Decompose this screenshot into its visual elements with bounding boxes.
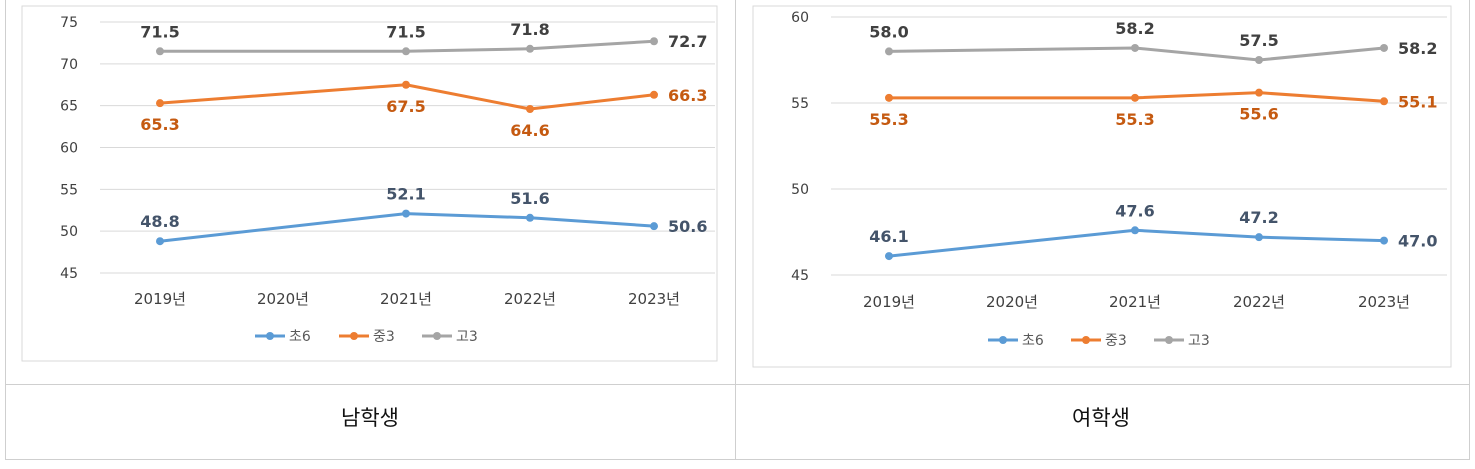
caption-male: 남학생	[341, 406, 399, 430]
data-label-초6: 52.1	[386, 185, 425, 204]
x-tick-label: 2019년	[134, 290, 186, 308]
data-label-중3: 65.3	[140, 115, 179, 134]
data-point-초6	[402, 209, 410, 218]
legend-label-초6: 초6	[1022, 333, 1044, 349]
data-point-초6	[1380, 236, 1388, 245]
legend-label-고3: 고3	[456, 329, 478, 345]
y-tick-label: 55	[791, 96, 809, 112]
y-tick-label: 60	[791, 10, 809, 26]
series-line-초6	[887, 228, 1386, 258]
data-label-초6: 47.6	[1115, 201, 1154, 220]
data-label-초6: 46.1	[869, 227, 908, 246]
y-tick-label: 50	[60, 224, 78, 240]
data-point-고3	[650, 37, 658, 46]
legend-marker-중3	[1082, 336, 1090, 344]
x-tick-label: 2021년	[380, 290, 432, 308]
data-label-초6: 51.6	[510, 189, 549, 208]
legend-marker-고3	[1165, 336, 1173, 344]
chart-male: 45 50 55 60 65 70 75 2019년 2020년 2021년 2022년 2023년 7…	[21, 5, 718, 362]
legend-marker-고3	[433, 332, 441, 340]
x-tick-label: 2019년	[863, 293, 915, 311]
legend-marker-초6	[266, 332, 274, 340]
legend-label-초6: 초6	[289, 329, 311, 345]
data-label-초6: 48.8	[140, 212, 179, 231]
legend-label-중3: 중3	[373, 329, 395, 345]
data-label-고3: 58.2	[1115, 19, 1154, 38]
chart-area	[752, 5, 1452, 368]
data-point-고3	[1255, 56, 1263, 64]
data-label-중3: 66.3	[668, 86, 707, 105]
data-point-초6	[650, 222, 658, 231]
data-label-초6: 47.0	[1398, 232, 1437, 251]
data-label-중3: 55.6	[1239, 105, 1278, 124]
data-point-중3	[1131, 93, 1139, 102]
series-line-중3	[158, 83, 656, 111]
series-line-중3	[887, 91, 1386, 103]
row-divider	[5, 384, 1470, 385]
data-point-고3	[526, 44, 534, 53]
data-label-고3: 58.0	[869, 22, 908, 41]
chart-female: 45 50 55 60 2019년 2020년 2021년 2022년 2023년 58.0 58.…	[752, 5, 1452, 368]
y-tick-label: 45	[791, 268, 809, 284]
data-point-고3	[1380, 43, 1388, 52]
legend-marker-중3	[350, 332, 358, 340]
data-point-중3	[1255, 88, 1263, 97]
y-tick-label: 65	[60, 99, 78, 115]
data-point-초6	[156, 237, 164, 246]
x-tick-label: 2020년	[986, 293, 1038, 311]
y-tick-label: 60	[60, 141, 78, 157]
chart-area	[21, 5, 718, 362]
legend-label-중3: 중3	[1105, 333, 1127, 349]
x-tick-label: 2022년	[1233, 293, 1285, 311]
data-label-중3: 55.3	[1115, 110, 1154, 129]
series-line-고3	[158, 39, 656, 53]
data-point-고3	[156, 47, 164, 56]
data-label-고3: 72.7	[668, 32, 707, 51]
series-line-고3	[887, 46, 1386, 62]
data-label-중3: 67.5	[386, 97, 425, 116]
data-label-중3: 64.6	[510, 121, 549, 140]
legend-label-고3: 고3	[1188, 333, 1210, 349]
x-tick-label: 2020년	[257, 290, 309, 308]
y-tick-label: 75	[60, 15, 78, 31]
column-divider	[735, 0, 736, 460]
data-point-고3	[885, 47, 893, 56]
x-tick-label: 2023년	[628, 290, 680, 308]
y-tick-label: 50	[791, 182, 809, 198]
data-point-중3	[402, 80, 410, 89]
data-point-중3	[1380, 97, 1388, 106]
caption-female: 여학생	[1072, 406, 1130, 430]
table-frame	[5, 0, 1470, 460]
y-tick-label: 55	[60, 182, 78, 198]
x-tick-label: 2023년	[1358, 293, 1410, 311]
data-point-초6	[885, 252, 893, 261]
data-label-중3: 55.3	[869, 110, 908, 129]
data-point-중3	[650, 90, 658, 99]
data-label-고3: 57.5	[1239, 31, 1278, 50]
x-tick-label: 2021년	[1109, 293, 1161, 311]
data-label-중3: 55.1	[1398, 92, 1437, 111]
data-point-중3	[526, 105, 534, 114]
x-tick-label: 2022년	[504, 290, 556, 308]
data-label-초6: 50.6	[668, 217, 707, 236]
data-point-고3	[402, 47, 410, 56]
data-point-초6	[1255, 233, 1263, 242]
legend-marker-초6	[999, 336, 1007, 344]
data-label-고3: 71.5	[386, 22, 425, 41]
data-label-고3: 71.5	[140, 22, 179, 41]
data-point-초6	[1131, 226, 1139, 235]
y-tick-label: 45	[60, 266, 78, 282]
series-line-초6	[158, 212, 656, 243]
data-label-고3: 71.8	[510, 20, 549, 39]
data-label-초6: 47.2	[1239, 208, 1278, 227]
data-point-중3	[156, 99, 164, 108]
y-tick-label: 70	[60, 57, 78, 73]
data-label-고3: 58.2	[1398, 39, 1437, 58]
data-point-초6	[526, 213, 534, 222]
data-point-중3	[885, 93, 893, 102]
data-point-고3	[1131, 43, 1139, 52]
